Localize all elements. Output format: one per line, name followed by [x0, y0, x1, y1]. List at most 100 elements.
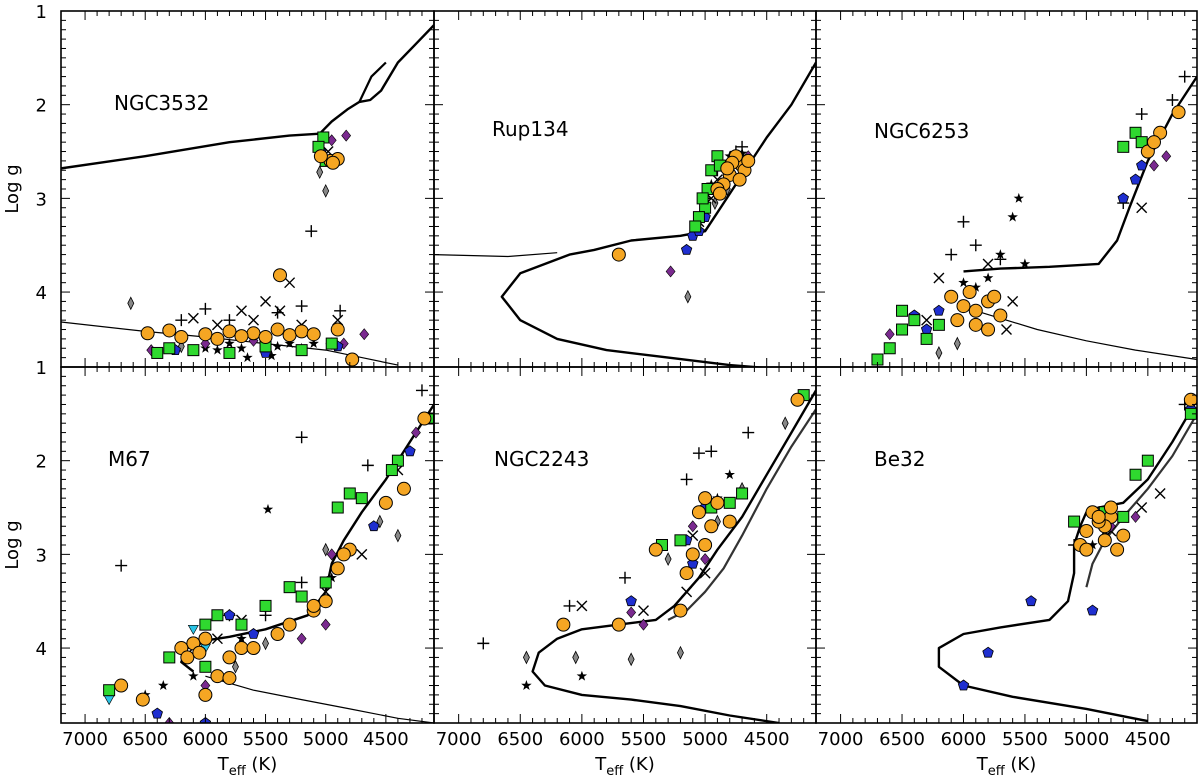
orange-circle-marker	[1110, 542, 1125, 557]
isochrone-loop	[358, 61, 387, 103]
orange-circle-marker	[968, 303, 983, 318]
orange-circle-marker	[198, 631, 213, 646]
orange-circle-marker	[673, 603, 688, 618]
black-x-marker	[1136, 202, 1148, 214]
orange-circle-marker	[741, 153, 756, 168]
black-x-marker	[576, 600, 588, 612]
gray-thin-diamond-marker	[677, 645, 684, 660]
black-plus-marker	[295, 576, 308, 589]
isochrone-line	[531, 389, 816, 723]
orange-circle-marker	[135, 692, 150, 707]
purple-diamond-marker	[1149, 159, 1159, 172]
panel-be32	[937, 392, 1197, 723]
black-plus-marker	[415, 384, 428, 397]
x-tick-label: 5500	[621, 729, 667, 750]
green-square-marker	[325, 337, 338, 350]
black-plus-marker	[945, 248, 958, 261]
cyan-triangle-marker	[187, 625, 199, 635]
black-plus-marker	[223, 314, 236, 327]
purple-diamond-marker	[320, 618, 331, 631]
y-tick-label: 3	[36, 189, 47, 210]
black-star-marker	[1087, 539, 1098, 550]
gray-thin-diamond-marker	[232, 659, 239, 674]
isochrone-dwarf-branch	[205, 675, 434, 723]
orange-circle-marker	[306, 327, 321, 342]
orange-circle-marker	[417, 411, 432, 426]
green-square-marker	[331, 501, 344, 514]
orange-circle-marker	[270, 627, 285, 641]
black-plus-marker	[619, 571, 631, 584]
black-x-marker	[211, 633, 223, 645]
orange-circle-marker	[345, 352, 360, 367]
green-square-marker	[199, 618, 212, 631]
gray-thin-diamond-marker	[781, 416, 789, 431]
black-star-marker	[158, 680, 169, 690]
orange-circle-marker	[222, 671, 237, 686]
green-square-marker	[1129, 126, 1142, 139]
orange-circle-marker	[222, 650, 237, 665]
panel-frame	[815, 366, 1198, 724]
black-plus-marker	[692, 447, 705, 460]
purple-diamond-marker	[884, 328, 895, 341]
isochrone-line	[937, 399, 1197, 723]
green-square-marker	[1068, 515, 1081, 528]
green-square-marker	[908, 314, 921, 327]
green-square-marker	[235, 618, 248, 631]
orange-circle-marker	[272, 268, 287, 283]
blue-pentagon-marker	[368, 520, 380, 532]
black-star-marker	[272, 340, 283, 351]
orange-circle-marker	[1097, 533, 1112, 548]
black-plus-marker	[115, 559, 128, 572]
x-axis-label: Teff (K)	[976, 754, 1037, 779]
x-tick-label: 7000	[818, 729, 864, 750]
black-x-marker	[699, 567, 711, 579]
orange-circle-marker	[140, 326, 155, 341]
orange-circle-marker	[987, 289, 1002, 304]
panel-ngc6253	[871, 70, 1197, 366]
green-square-marker	[696, 192, 709, 205]
x-tick-label: 5500	[243, 729, 289, 750]
black-star-marker	[1019, 258, 1031, 269]
black-star-marker	[995, 249, 1006, 259]
green-square-marker	[896, 323, 909, 336]
isochrone-line	[963, 75, 1197, 273]
blue-pentagon-marker	[1136, 159, 1148, 171]
black-star-marker	[958, 277, 969, 288]
black-x-marker	[921, 314, 933, 326]
green-square-marker	[283, 581, 296, 594]
orange-circle-marker	[611, 617, 626, 632]
orange-circle-marker	[246, 326, 261, 341]
orange-circle-marker	[246, 641, 261, 656]
orange-circle-marker	[993, 308, 1008, 323]
black-x-marker	[933, 272, 945, 284]
black-x-marker	[274, 305, 286, 317]
black-star-marker	[284, 338, 295, 348]
isochrone-dwarf-branch	[975, 310, 1197, 361]
panels-layer	[61, 24, 1197, 723]
black-x-marker	[187, 312, 199, 324]
orange-circle-marker	[950, 313, 965, 328]
black-star-marker	[576, 670, 588, 681]
orange-circle-marker	[294, 324, 309, 339]
orange-circle-marker	[198, 687, 213, 702]
x-tick-label: 6500	[122, 729, 168, 750]
blue-pentagon-marker	[1086, 604, 1099, 616]
purple-diamond-marker	[700, 553, 710, 566]
orange-circle-marker	[722, 514, 737, 529]
orange-circle-marker	[114, 678, 129, 693]
panel-rup134	[434, 61, 816, 367]
orange-circle-marker	[720, 161, 735, 176]
orange-circle-marker	[944, 289, 959, 304]
black-plus-marker	[1135, 108, 1148, 121]
gray-thin-diamond-marker	[262, 636, 269, 651]
green-square-marker	[723, 496, 736, 509]
black-star-marker	[262, 503, 274, 514]
panel-frame	[433, 10, 817, 368]
green-square-marker	[883, 342, 896, 355]
x-tick-label: 5000	[303, 729, 349, 750]
orange-circle-marker	[306, 598, 321, 613]
blue-pentagon-marker	[247, 628, 260, 639]
black-x-marker	[1136, 502, 1148, 514]
y-tick-label: 1	[36, 358, 47, 379]
blue-pentagon-marker	[957, 679, 970, 691]
